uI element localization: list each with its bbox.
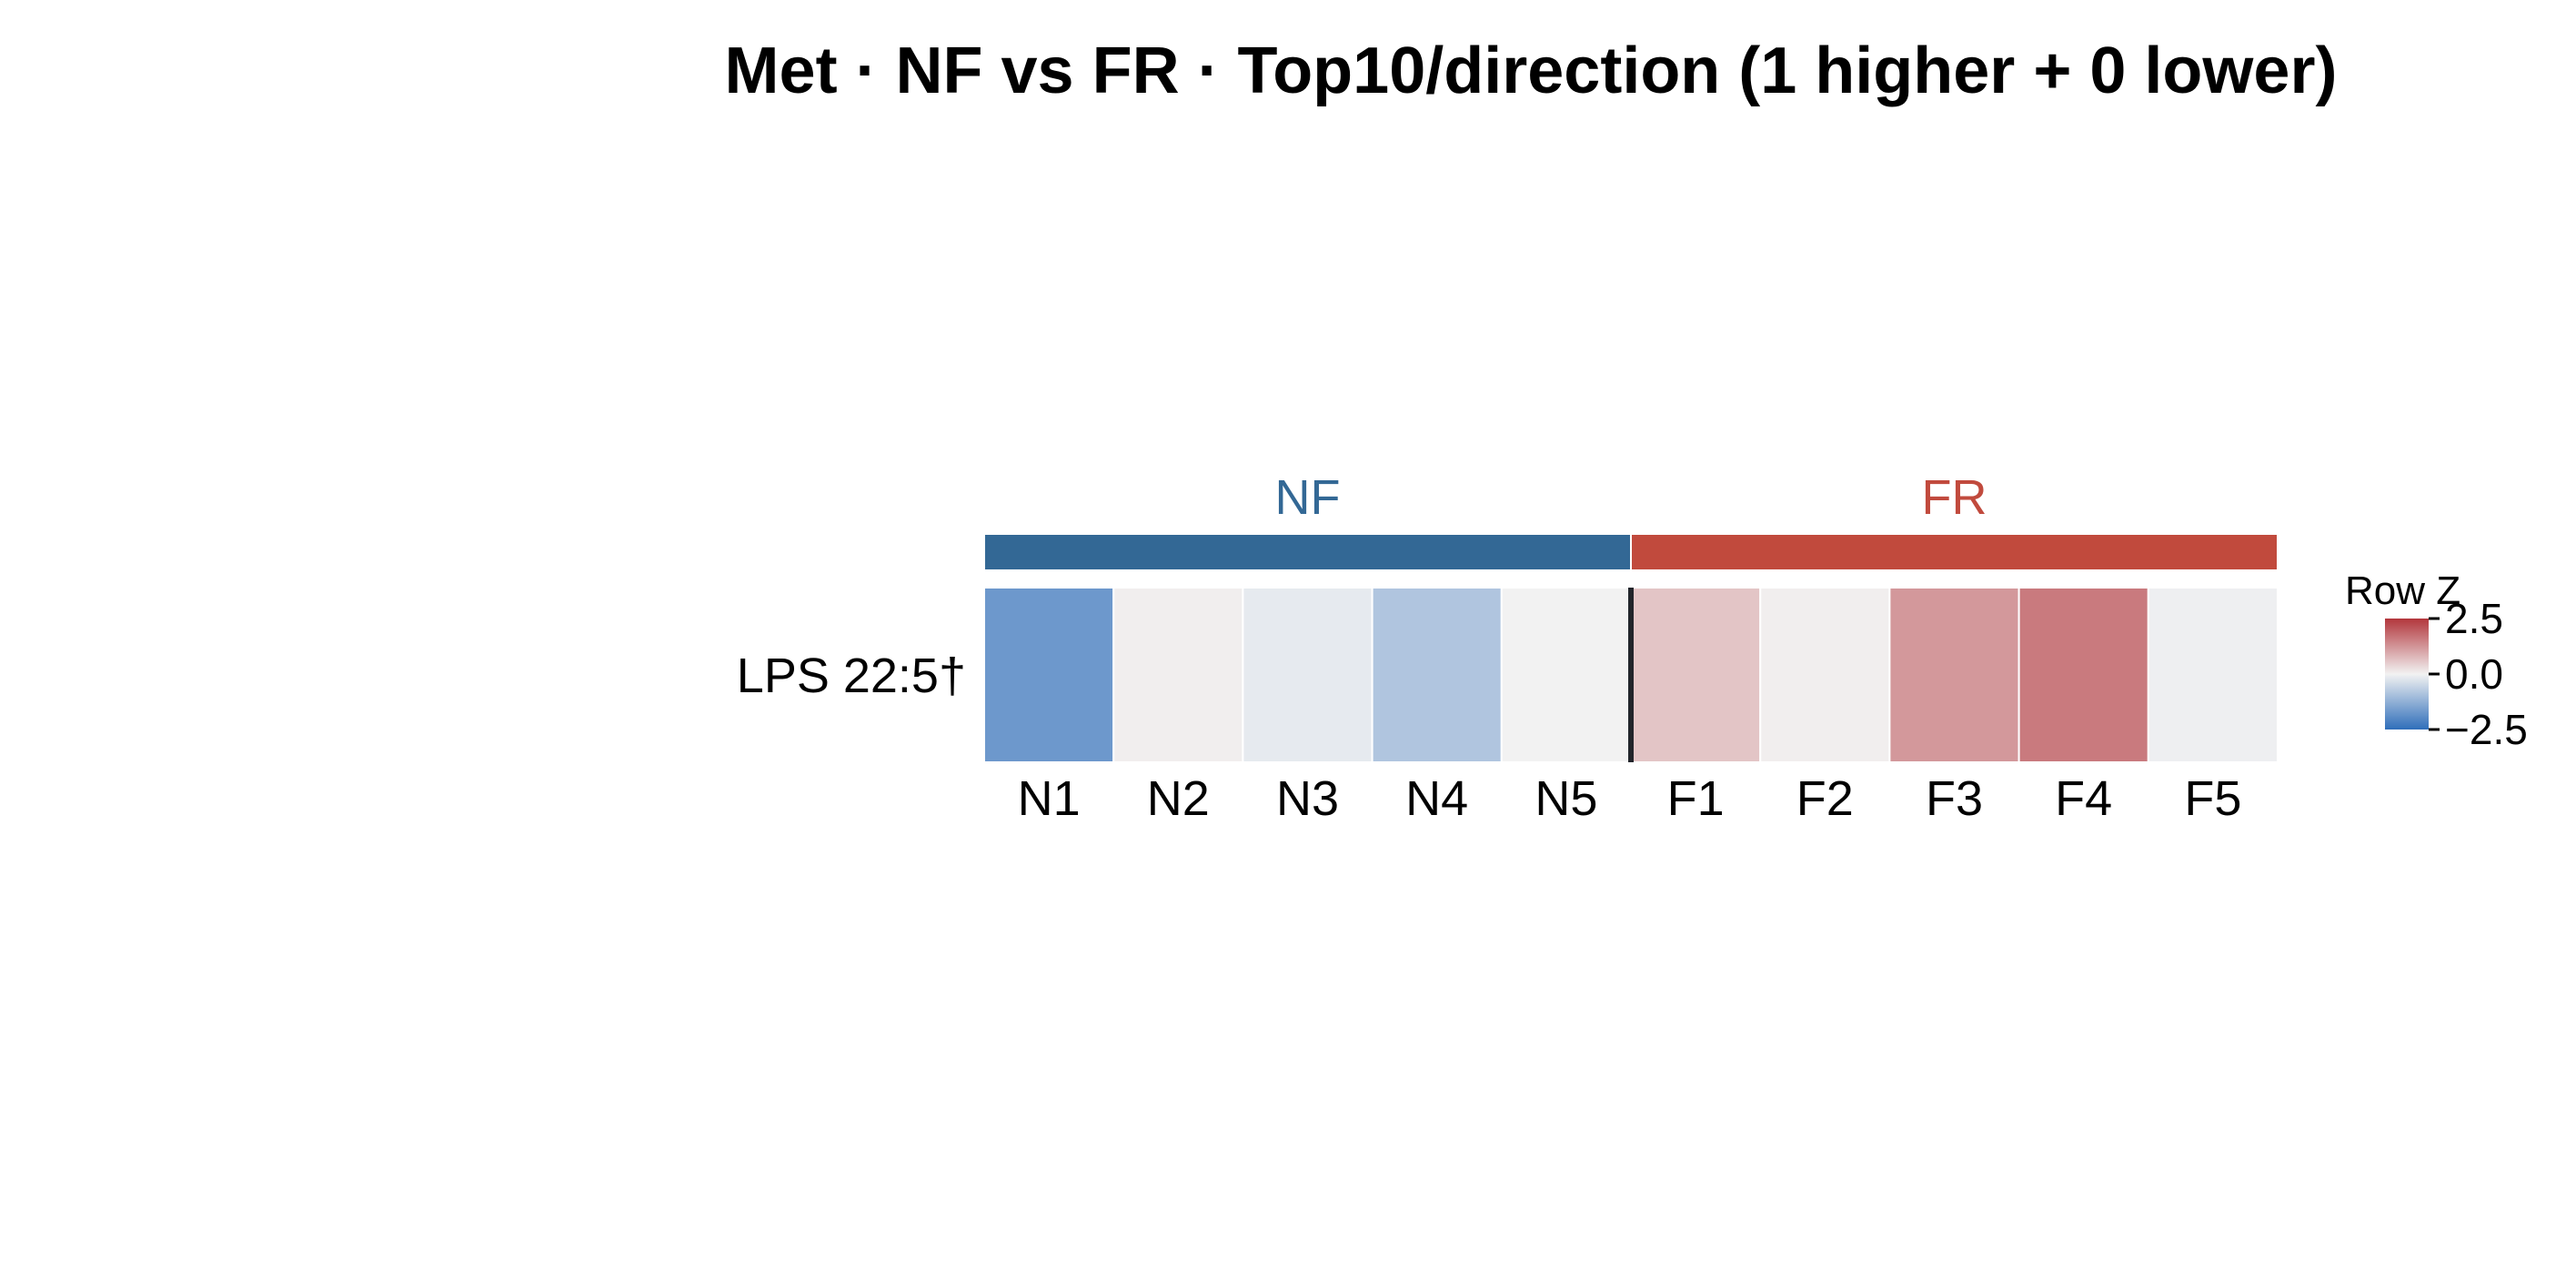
group-annotation: NF FR — [985, 470, 2277, 569]
legend-tick-label: 0.0 — [2445, 650, 2503, 698]
heatmap-cell-n5 — [1500, 587, 1633, 763]
column-label-n4: N4 — [1405, 771, 1468, 826]
row-label: LPS 22:5† — [737, 649, 966, 703]
heatmap-cell-f5 — [2147, 587, 2279, 763]
heatmap-cells — [983, 587, 2279, 763]
heatmap-cell-f2 — [1759, 587, 1891, 763]
group-bar-nf — [985, 535, 1630, 569]
legend-title: Row Z — [2345, 569, 2460, 613]
column-label-n2: N2 — [1147, 771, 1210, 826]
heatmap-cell-f3 — [1888, 587, 2020, 763]
column-label-n5: N5 — [1535, 771, 1597, 826]
color-legend: Row Z 2.5 0.0 −2.5 — [2345, 569, 2528, 753]
legend-colorbar — [2385, 619, 2429, 730]
legend-ticks: 2.5 0.0 −2.5 — [2429, 595, 2528, 753]
row-labels: LPS 22:5† — [737, 649, 966, 703]
column-label-n1: N1 — [1018, 771, 1081, 826]
legend-tick-label: 2.5 — [2445, 595, 2503, 642]
group-label-nf: NF — [1275, 470, 1341, 525]
column-label-f3: F3 — [1926, 771, 1983, 826]
heatmap-cell-n4 — [1371, 587, 1503, 763]
chart-title: Met · NF vs FR · Top10/direction (1 high… — [725, 35, 2338, 107]
group-label-fr: FR — [1922, 470, 1987, 525]
column-label-n3: N3 — [1276, 771, 1339, 826]
column-label-f2: F2 — [1796, 771, 1854, 826]
heatmap-cell-f1 — [1630, 587, 1762, 763]
column-label-f5: F5 — [2184, 771, 2241, 826]
group-bar-fr — [1632, 535, 2277, 569]
heatmap-cell-n3 — [1242, 587, 1374, 763]
heatmap-cell-f4 — [2018, 587, 2149, 763]
heatmap-cell-n2 — [1112, 587, 1244, 763]
column-label-f4: F4 — [2055, 771, 2112, 826]
legend-tick-label: −2.5 — [2445, 706, 2528, 753]
column-labels: N1 N2 N3 N4 N5 F1 F2 F3 F4 F5 — [1018, 771, 2242, 826]
heatmap-cell-n1 — [983, 587, 1115, 763]
column-label-f1: F1 — [1667, 771, 1725, 826]
